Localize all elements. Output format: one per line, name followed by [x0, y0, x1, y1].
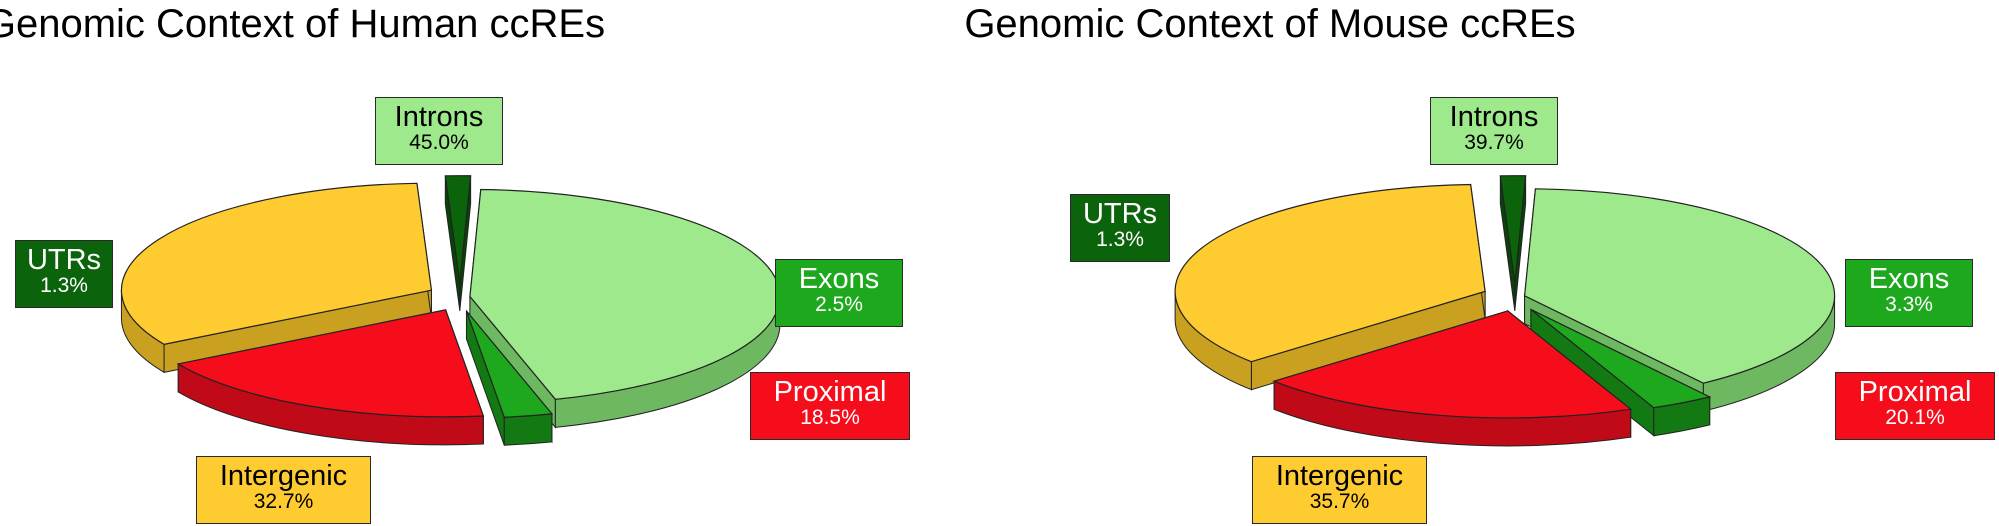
slice-top — [1174, 183, 1486, 363]
legend-label-proximal: Proximal 18.5% — [750, 372, 910, 440]
slice-top — [1499, 175, 1527, 283]
slice-intergenic — [120, 182, 433, 374]
slice-value: 1.3% — [1096, 228, 1144, 251]
chart-title: Genomic Context of Mouse ccREs — [964, 2, 1576, 46]
legend-label-proximal: Proximal 20.1% — [1835, 372, 1995, 440]
legend-label-introns: Introns 39.7% — [1430, 97, 1558, 165]
slice-top — [1272, 310, 1633, 419]
slice-proximal — [176, 309, 485, 446]
legend-label-utrs: UTRs 1.3% — [1070, 194, 1170, 262]
legend-label-exons: Exons 2.5% — [775, 259, 903, 327]
pie-chart — [120, 175, 781, 446]
slice-intergenic — [1174, 183, 1486, 391]
slice-exons — [465, 309, 554, 446]
slice-rim — [503, 413, 553, 446]
slice-top — [1530, 308, 1712, 409]
slice-utrs — [1499, 175, 1527, 311]
pie-chart — [1174, 175, 1836, 447]
slice-label: UTRs — [26, 244, 102, 276]
slice-label: Exons — [1868, 263, 1950, 295]
slice-top — [465, 310, 554, 418]
legend-label-introns: Introns 45.0% — [375, 97, 503, 165]
slice-label: Introns — [1449, 101, 1539, 133]
slice-value: 45.0% — [409, 131, 469, 154]
slice-value: 35.7% — [1309, 490, 1370, 513]
slice-proximal — [1272, 309, 1633, 447]
human-ccre-chart: Genomic Context of Human ccREs Introns 4… — [0, 2, 910, 524]
slice-value: 18.5% — [800, 406, 860, 429]
legend-label-intergenic: Intergenic 35.7% — [1252, 456, 1427, 524]
slice-value: 20.1% — [1885, 406, 1945, 429]
slice-value: 2.5% — [815, 293, 863, 316]
legend-label-intergenic: Intergenic 32.7% — [196, 456, 371, 524]
slice-top — [120, 182, 433, 345]
slice-top — [1523, 188, 1836, 384]
slice-label: Intergenic — [219, 460, 348, 492]
chart-title: Genomic Context of Human ccREs — [0, 2, 606, 46]
slice-top — [176, 309, 485, 418]
slice-label: Exons — [798, 263, 880, 295]
slice-value: 32.7% — [253, 490, 314, 513]
slice-utrs — [444, 175, 472, 311]
slice-label: UTRs — [1082, 198, 1158, 230]
slice-value: 39.7% — [1464, 131, 1524, 154]
slice-label: Introns — [394, 101, 484, 133]
slice-label: Intergenic — [1275, 460, 1404, 492]
legend-label-utrs: UTRs 1.3% — [15, 240, 113, 308]
slice-value: 1.3% — [40, 274, 88, 297]
legend-label-exons: Exons 3.3% — [1845, 259, 1973, 327]
slice-value: 3.3% — [1885, 293, 1933, 316]
slice-label: Proximal — [773, 376, 887, 408]
slice-top — [444, 175, 472, 283]
slice-label: Proximal — [1858, 376, 1972, 408]
mouse-ccre-chart: Genomic Context of Mouse ccREs Introns 3… — [964, 0, 1999, 526]
